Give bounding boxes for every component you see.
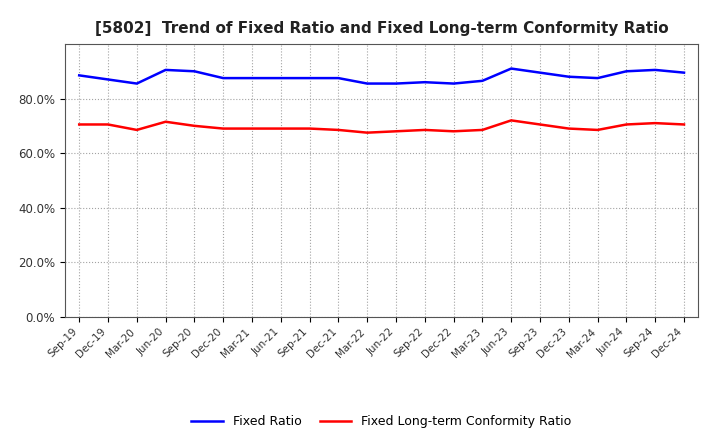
Fixed Long-term Conformity Ratio <box>132 127 141 132</box>
Fixed Ratio <box>507 66 516 71</box>
Fixed Long-term Conformity Ratio <box>161 119 170 125</box>
Fixed Long-term Conformity Ratio <box>219 126 228 131</box>
Fixed Long-term Conformity Ratio <box>564 126 573 131</box>
Fixed Ratio <box>248 76 256 81</box>
Line: Fixed Ratio: Fixed Ratio <box>79 69 684 84</box>
Fixed Long-term Conformity Ratio <box>334 127 343 132</box>
Fixed Ratio <box>392 81 400 86</box>
Fixed Ratio <box>276 76 285 81</box>
Fixed Long-term Conformity Ratio <box>363 130 372 136</box>
Fixed Ratio <box>334 76 343 81</box>
Fixed Long-term Conformity Ratio <box>190 123 199 128</box>
Fixed Ratio <box>564 74 573 79</box>
Fixed Ratio <box>622 69 631 74</box>
Line: Fixed Long-term Conformity Ratio: Fixed Long-term Conformity Ratio <box>79 121 684 133</box>
Fixed Long-term Conformity Ratio <box>622 122 631 127</box>
Fixed Ratio <box>190 69 199 74</box>
Fixed Long-term Conformity Ratio <box>75 122 84 127</box>
Fixed Ratio <box>593 76 602 81</box>
Title: [5802]  Trend of Fixed Ratio and Fixed Long-term Conformity Ratio: [5802] Trend of Fixed Ratio and Fixed Lo… <box>95 21 668 36</box>
Fixed Long-term Conformity Ratio <box>478 127 487 132</box>
Fixed Ratio <box>420 80 429 85</box>
Fixed Ratio <box>132 81 141 86</box>
Fixed Long-term Conformity Ratio <box>680 122 688 127</box>
Fixed Ratio <box>680 70 688 75</box>
Fixed Ratio <box>161 67 170 73</box>
Fixed Long-term Conformity Ratio <box>392 128 400 134</box>
Fixed Long-term Conformity Ratio <box>651 121 660 126</box>
Fixed Ratio <box>449 81 458 86</box>
Fixed Long-term Conformity Ratio <box>276 126 285 131</box>
Fixed Long-term Conformity Ratio <box>507 118 516 123</box>
Fixed Long-term Conformity Ratio <box>593 127 602 132</box>
Fixed Long-term Conformity Ratio <box>248 126 256 131</box>
Fixed Ratio <box>104 77 112 82</box>
Fixed Ratio <box>305 76 314 81</box>
Fixed Ratio <box>75 73 84 78</box>
Fixed Ratio <box>363 81 372 86</box>
Fixed Long-term Conformity Ratio <box>420 127 429 132</box>
Fixed Long-term Conformity Ratio <box>536 122 544 127</box>
Legend: Fixed Ratio, Fixed Long-term Conformity Ratio: Fixed Ratio, Fixed Long-term Conformity … <box>186 411 577 433</box>
Fixed Ratio <box>219 76 228 81</box>
Fixed Ratio <box>651 67 660 73</box>
Fixed Ratio <box>536 70 544 75</box>
Fixed Long-term Conformity Ratio <box>449 128 458 134</box>
Fixed Long-term Conformity Ratio <box>104 122 112 127</box>
Fixed Ratio <box>478 78 487 84</box>
Fixed Long-term Conformity Ratio <box>305 126 314 131</box>
